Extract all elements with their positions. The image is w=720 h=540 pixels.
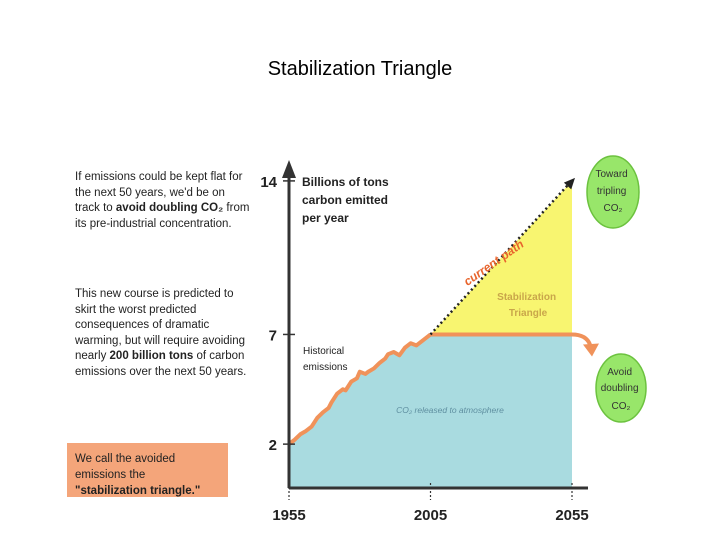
tripling-bubble-line-3: CO₂ <box>604 203 623 214</box>
y-axis-ticks: 2 7 14 <box>260 174 295 454</box>
sidebar-paragraph-2: This new course is predicted to skirt th… <box>75 287 250 380</box>
x-tick-label-1955: 1955 <box>272 507 305 524</box>
stabilization-triangle-area <box>430 180 572 335</box>
paragraph-1-text: If emissions could be kept flat for the … <box>75 171 243 214</box>
co2-released-label: CO₂ released to atmosphere <box>396 405 504 415</box>
avoid-doubling-bubble: Avoid doubling CO₂ <box>595 353 647 423</box>
avoid-bubble-line-2: doubling <box>601 383 639 394</box>
historical-emissions-label: Historical emissions <box>303 346 347 373</box>
historical-label-line-2: emissions <box>303 362 347 373</box>
y-tick-label-2: 2 <box>269 437 277 454</box>
svg-text:Toward tripling CO: Toward tripling CO₂ <box>595 169 630 214</box>
stabilization-note-box: We call the avoided emissions the "stabi… <box>67 443 228 497</box>
slide-title: Stabilization Triangle <box>267 58 453 80</box>
flat-path-arrowhead <box>583 343 599 357</box>
tripling-co2-bubble: Toward tripling CO₂ <box>586 155 640 229</box>
paragraph-2-text-end: of carbon emissions over the next 50 yea… <box>75 350 247 378</box>
paragraph-2-text: This new course is predicted to skirt th… <box>75 288 246 362</box>
y-axis-label-line-2: carbon emitted <box>302 193 388 207</box>
y-axis-label-line-3: per year <box>302 211 349 225</box>
historical-emissions-line <box>287 332 432 446</box>
paragraph-1-bold: avoid doubling CO₂ <box>115 202 224 214</box>
sidebar-paragraph-1: If emissions could be kept flat for the … <box>75 170 250 232</box>
x-tick-label-2005: 2005 <box>414 507 447 524</box>
y-axis-label: Billions of tons carbon emitted per year <box>302 175 392 225</box>
y-tick-label-7: 7 <box>269 327 277 344</box>
note-text: We call the avoided emissions the <box>75 453 176 481</box>
paragraph-2-bold: 200 billion tons <box>109 350 194 362</box>
note-bold: "stabilization triangle." <box>75 485 201 497</box>
y-tick-label-14: 14 <box>260 174 277 191</box>
historical-label-line-1: Historical <box>303 346 344 357</box>
paragraph-1-text-end: from its pre-industrial concentration. <box>75 202 250 230</box>
tripling-bubble-line-1: Toward <box>595 169 627 180</box>
y-axis-label-line-1: Billions of tons <box>302 175 389 189</box>
x-tick-label-2055: 2055 <box>555 507 588 524</box>
triangle-label-line-2: Triangle <box>509 308 548 319</box>
current-path-line <box>429 184 569 336</box>
avoid-bubble-line-1: Avoid <box>607 367 632 378</box>
stabilization-triangle-label: Stabilization Triangle <box>497 292 559 319</box>
x-axis-ticks: 1955 2005 2055 <box>272 483 589 524</box>
y-axis-arrowhead <box>282 160 296 178</box>
flat-path-arrow-curve <box>571 332 592 346</box>
tripling-bubble-line-2: tripling <box>597 186 626 197</box>
avoid-bubble-line-3: CO₂ <box>612 401 631 412</box>
current-path-arrowhead <box>563 177 575 190</box>
triangle-label-line-1: Stabilization <box>497 292 556 303</box>
svg-text:Avoid doubling CO₂: Avoid doubling CO₂ <box>601 367 642 412</box>
